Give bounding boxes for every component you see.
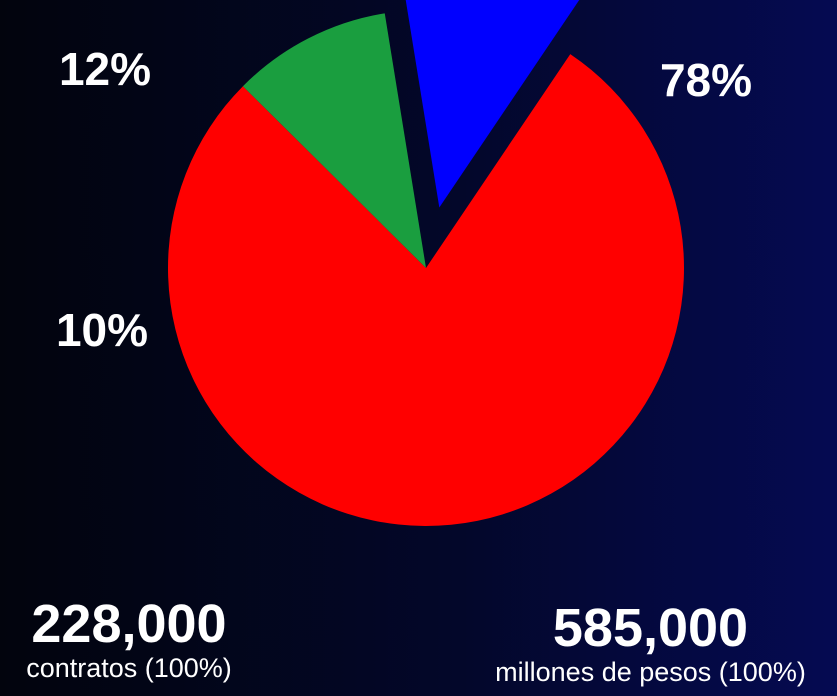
contracts-stat: 228,000 contratos (100%) xyxy=(0,596,258,684)
slice-label-10: 10% xyxy=(56,304,148,356)
slice-label-78: 78% xyxy=(660,54,752,106)
slice-label-12: 12% xyxy=(59,43,151,95)
pie-slice-78 xyxy=(168,54,685,526)
pie-slice-12 xyxy=(405,0,580,208)
pie-slice-10 xyxy=(242,13,426,268)
contracts-caption: contratos (100%) xyxy=(26,653,232,683)
amount-stat: 585,000 millones de pesos (100%) xyxy=(464,600,837,688)
contracts-count: 228,000 xyxy=(31,594,227,654)
amount-total: 585,000 xyxy=(552,598,749,658)
amount-caption: millones de pesos (100%) xyxy=(495,657,806,687)
